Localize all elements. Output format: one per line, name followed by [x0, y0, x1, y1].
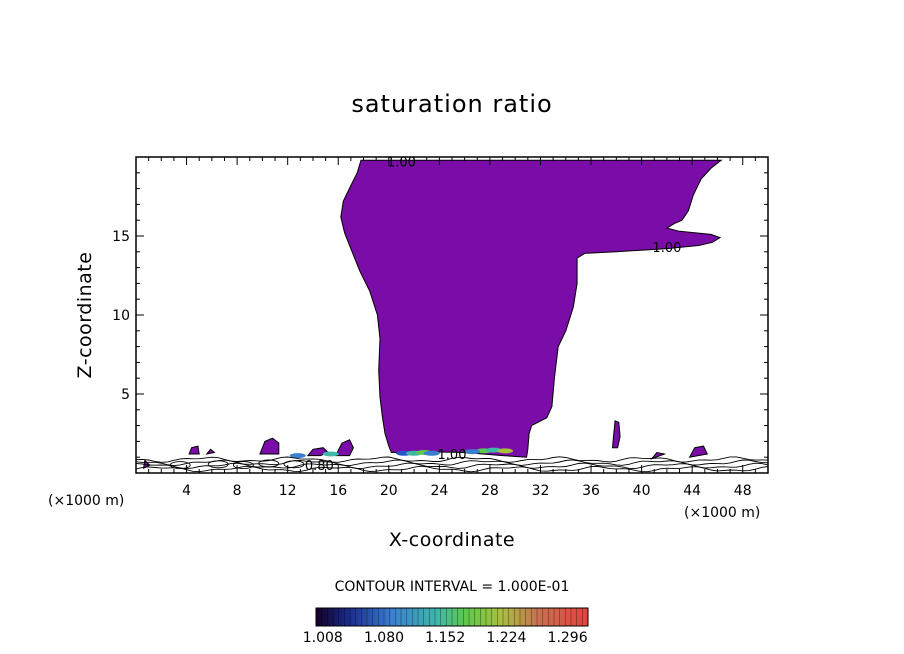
colorbar-label: 1.152 [425, 630, 465, 646]
blob-region [650, 451, 667, 460]
x-tick-label: 32 [532, 483, 550, 499]
contour-line [136, 456, 768, 463]
high-saturation-patch [322, 451, 339, 457]
blob-region [205, 448, 216, 455]
x-tick-label: 24 [430, 483, 448, 499]
contour-line [136, 462, 768, 470]
x-tick-label: 20 [380, 483, 398, 499]
x-axis-label: X-coordinate [389, 529, 515, 551]
x-tick-label: 44 [683, 483, 701, 499]
x-tick-label: 36 [582, 483, 600, 499]
blob-region [611, 420, 621, 449]
x-tick-label: 40 [633, 483, 651, 499]
filled-regions [142, 159, 723, 470]
chart-title: saturation ratio [351, 90, 552, 118]
contour-label: 1.00 [652, 241, 681, 256]
blob-region [188, 445, 200, 455]
colorbar-labels: 1.008 1.080 1.152 1.224 1.296 [303, 630, 588, 646]
colorbar-label: 1.080 [364, 630, 404, 646]
y-tick-label: 10 [112, 308, 130, 324]
blob-region [334, 439, 354, 457]
x-tick-label: 28 [481, 483, 499, 499]
colorbar-label: 1.224 [486, 630, 526, 646]
main-cloud-region [340, 159, 723, 458]
x-unit-left: (×1000 m) [48, 493, 124, 509]
x-tick-label: 4 [182, 483, 191, 499]
x-tick-label: 12 [279, 483, 297, 499]
y-tick-label: 5 [121, 387, 130, 403]
y-ticks: 5 10 15 [112, 156, 768, 474]
x-tick-label: 48 [734, 483, 752, 499]
blob-region [688, 445, 709, 458]
contour-line [136, 459, 768, 467]
x-ticks: 4 8 12 16 20 24 28 32 36 40 44 48 [135, 157, 769, 499]
high-saturation-patch [423, 450, 440, 456]
contour-loop [232, 461, 254, 470]
contour-labels: 1.00 1.00 1.00 0.80 [305, 156, 682, 474]
contour-loop [283, 460, 305, 469]
x-unit-right: (×1000 m) [684, 505, 760, 521]
contour-loop [207, 460, 229, 469]
colorbar-label: 1.008 [303, 630, 343, 646]
blob-region [259, 437, 280, 455]
contour-label: 1.00 [387, 156, 416, 171]
contour-loop [169, 461, 191, 470]
x-tick-label: 8 [233, 483, 242, 499]
x-tick-label: 16 [329, 483, 347, 499]
y-tick-label: 15 [112, 229, 130, 245]
colorbar-label: 1.296 [548, 630, 588, 646]
contour-interval-note: CONTOUR INTERVAL = 1.000E-01 [335, 579, 570, 595]
contour-label: 1.00 [438, 448, 467, 463]
high-saturation-patch [464, 449, 481, 455]
high-saturation-patch [289, 453, 306, 459]
high-saturation-patch [497, 448, 514, 454]
colorbar-stripes [321, 608, 583, 626]
contour-loop [258, 459, 280, 468]
y-axis-label: Z-coordinate [74, 252, 96, 379]
contour-label: 0.80 [305, 459, 334, 474]
